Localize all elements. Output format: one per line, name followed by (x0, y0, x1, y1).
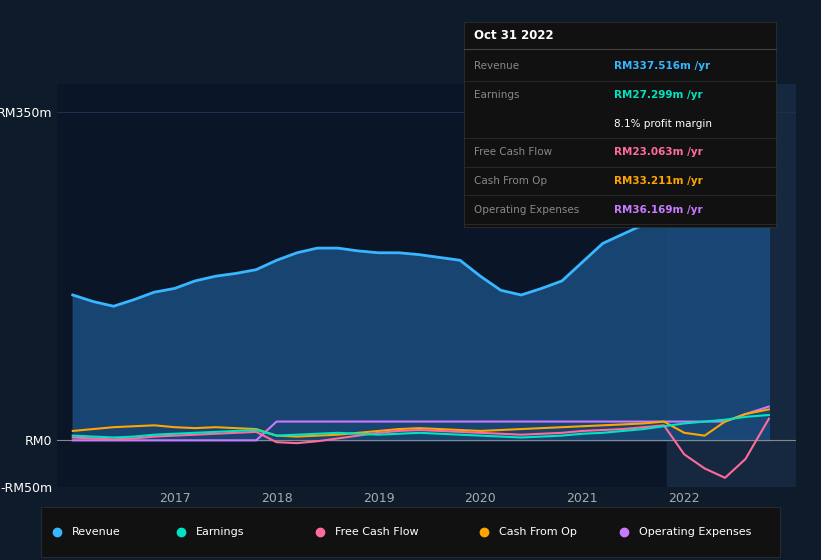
Text: Earnings: Earnings (474, 90, 519, 100)
Text: Operating Expenses: Operating Expenses (474, 204, 579, 214)
Text: RM27.299m /yr: RM27.299m /yr (613, 90, 702, 100)
Text: RM36.169m /yr: RM36.169m /yr (613, 204, 702, 214)
Text: Revenue: Revenue (72, 527, 121, 537)
Text: RM23.063m /yr: RM23.063m /yr (613, 147, 702, 157)
Text: Revenue: Revenue (474, 62, 519, 72)
Text: Free Cash Flow: Free Cash Flow (335, 527, 419, 537)
Text: Operating Expenses: Operating Expenses (639, 527, 751, 537)
Bar (667, 84, 796, 487)
Text: Oct 31 2022: Oct 31 2022 (474, 29, 553, 42)
Text: 8.1% profit margin: 8.1% profit margin (613, 119, 712, 129)
Text: Cash From Op: Cash From Op (499, 527, 577, 537)
Text: Cash From Op: Cash From Op (474, 176, 547, 186)
Text: Free Cash Flow: Free Cash Flow (474, 147, 552, 157)
Text: RM33.211m /yr: RM33.211m /yr (613, 176, 702, 186)
Text: Earnings: Earnings (195, 527, 244, 537)
Text: RM337.516m /yr: RM337.516m /yr (613, 62, 709, 72)
